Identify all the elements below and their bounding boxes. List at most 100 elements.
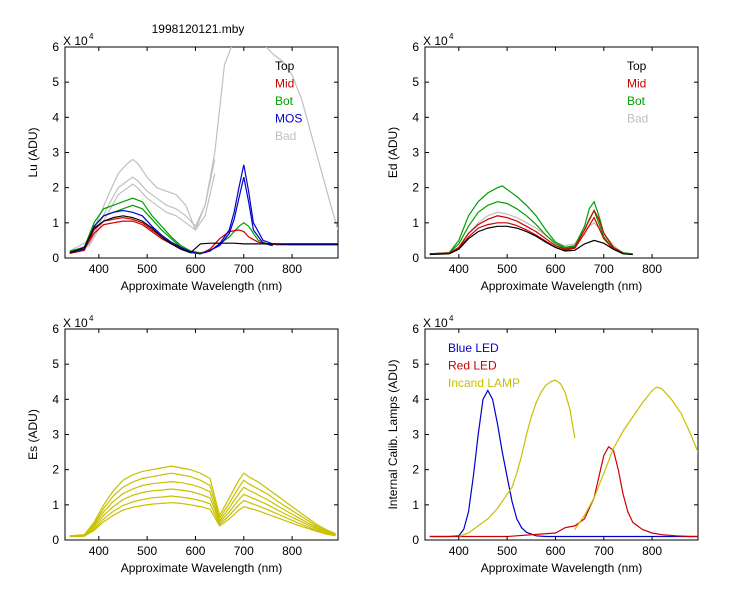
y-axis-label: Ed (ADU) [386, 127, 400, 178]
x-tick-label: 800 [642, 262, 662, 276]
scale-label: X 10 [63, 316, 88, 330]
x-tick-label: 500 [497, 262, 517, 276]
x-tick-label: 600 [185, 262, 205, 276]
y-tick-label: 5 [52, 75, 59, 89]
plot-frame [424, 46, 699, 259]
x-tick-label: 400 [89, 262, 109, 276]
y-tick-label: 3 [412, 428, 419, 442]
series-group [69, 465, 336, 538]
scale-label: X 10 [423, 316, 448, 330]
series-line-bot [429, 185, 633, 255]
y-tick-label: 0 [412, 533, 419, 547]
legend-entry: MOS [275, 112, 302, 126]
x-tick-label: 800 [642, 544, 662, 558]
y-tick-label: 4 [412, 392, 419, 406]
x-axis-label: Approximate Wavelength (nm) [481, 279, 643, 293]
y-tick-label: 1 [52, 498, 59, 512]
legend-entry: Mid [627, 77, 646, 91]
legend-entry: Blue LED [448, 341, 499, 355]
x-tick-label: 700 [234, 544, 254, 558]
y-tick-label: 4 [52, 110, 59, 124]
series-line-bad [69, 159, 216, 254]
scale-label: X 10 [63, 34, 88, 48]
series-group [69, 47, 338, 255]
y-tick-label: 1 [52, 216, 59, 230]
y-axis-label: Lu (ADU) [26, 127, 40, 177]
series-line-es [69, 465, 336, 537]
x-tick-label: 800 [282, 544, 302, 558]
series-line-es [69, 472, 336, 537]
y-tick-label: 2 [412, 463, 419, 477]
series-line-incand-lamp [574, 386, 698, 530]
plot-frame [64, 328, 339, 541]
y-tick-label: 4 [412, 110, 419, 124]
y-tick-label: 6 [412, 40, 419, 54]
x-tick-label: 400 [449, 544, 469, 558]
y-tick-label: 3 [412, 146, 419, 160]
scale-exponent: 4 [449, 314, 454, 323]
series-line-es [69, 495, 336, 538]
y-tick-label: 2 [52, 463, 59, 477]
figure-title: 1998120121.mby [152, 22, 245, 36]
x-tick-label: 600 [545, 544, 565, 558]
y-tick-label: 6 [52, 322, 59, 336]
legend-entry: Bad [627, 112, 648, 126]
y-tick-label: 0 [52, 533, 59, 547]
x-tick-label: 400 [89, 544, 109, 558]
y-axis-label: Es (ADU) [26, 409, 40, 460]
legend-entry: Bot [627, 94, 646, 108]
series-line-mid [429, 209, 624, 255]
x-tick-label: 600 [545, 262, 565, 276]
x-tick-label: 500 [137, 262, 157, 276]
series-line-es [69, 488, 336, 537]
x-tick-label: 800 [282, 262, 302, 276]
x-axis-label: Approximate Wavelength (nm) [121, 279, 283, 293]
y-tick-label: 6 [52, 40, 59, 54]
y-axis-label: Internal Calib. Lamps (ADU) [386, 359, 400, 509]
x-tick-label: 500 [137, 544, 157, 558]
y-tick-label: 1 [412, 216, 419, 230]
x-tick-label: 700 [594, 262, 614, 276]
legend-entry: Bot [275, 94, 294, 108]
series-line-mid [69, 220, 338, 255]
series-line-es [69, 502, 336, 538]
y-tick-label: 3 [52, 428, 59, 442]
y-tick-label: 4 [52, 392, 59, 406]
y-tick-label: 5 [412, 357, 419, 371]
series-line-mid [429, 216, 614, 255]
legend-entry: Top [627, 59, 647, 73]
legend-entry: Bad [275, 129, 296, 143]
legend-entry: Top [275, 59, 295, 73]
series-group [429, 379, 698, 538]
x-tick-label: 500 [497, 544, 517, 558]
series-line-mos [204, 176, 273, 254]
y-tick-label: 5 [52, 357, 59, 371]
y-tick-label: 2 [412, 181, 419, 195]
series-line-incand-lamp [458, 379, 576, 538]
y-tick-label: 0 [412, 251, 419, 265]
y-tick-label: 2 [52, 181, 59, 195]
series-group [429, 185, 633, 256]
y-tick-label: 1 [412, 498, 419, 512]
y-tick-label: 3 [52, 146, 59, 160]
series-line-top [69, 215, 338, 254]
scale-exponent: 4 [449, 32, 454, 41]
x-tick-label: 400 [449, 262, 469, 276]
x-axis-label: Approximate Wavelength (nm) [121, 561, 283, 575]
series-line-top [429, 225, 633, 256]
x-tick-label: 600 [185, 544, 205, 558]
x-tick-label: 700 [594, 544, 614, 558]
series-line-red-led [429, 445, 698, 538]
y-tick-label: 0 [52, 251, 59, 265]
scale-exponent: 4 [89, 314, 94, 323]
x-tick-label: 700 [234, 262, 254, 276]
plot-frame [64, 46, 339, 259]
y-tick-label: 5 [412, 75, 419, 89]
series-line-mid [69, 216, 201, 255]
scale-exponent: 4 [89, 32, 94, 41]
legend-entry: Mid [275, 77, 294, 91]
